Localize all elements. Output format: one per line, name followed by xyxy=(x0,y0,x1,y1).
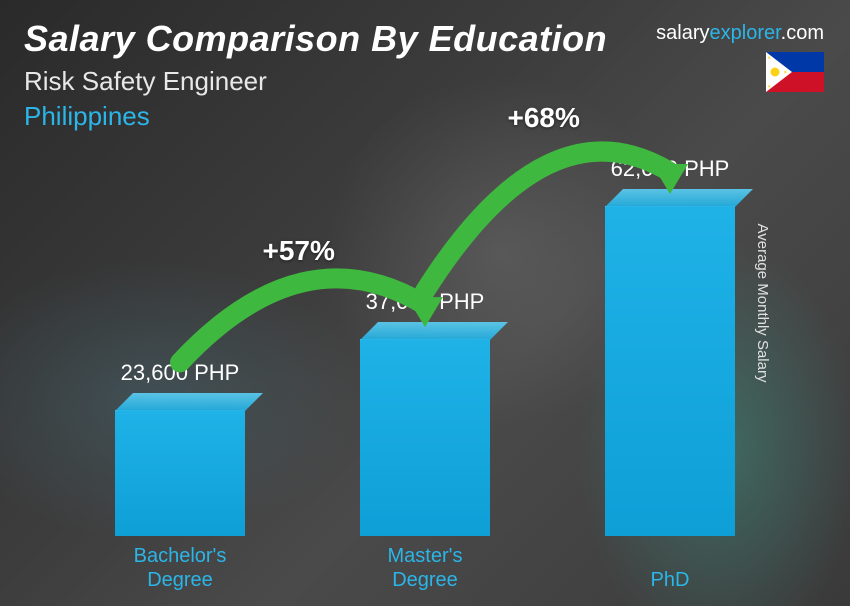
bar-2 xyxy=(605,206,735,536)
bar-label-0: Bachelor'sDegree xyxy=(90,544,270,592)
bar-label-2: PhD xyxy=(580,568,760,592)
chart-subtitle: Risk Safety Engineer xyxy=(24,66,826,97)
bar-label-1: Master'sDegree xyxy=(335,544,515,592)
brand-part2: explorer xyxy=(710,22,781,44)
brand-logo: salaryexplorer.com xyxy=(656,22,824,45)
bar-value-2: 62,000 PHP xyxy=(570,156,770,182)
flag-icon xyxy=(766,52,824,92)
brand-part3: .com xyxy=(781,22,824,44)
brand-part1: salary xyxy=(656,22,709,44)
bar-1 xyxy=(360,339,490,536)
bar-value-0: 23,600 PHP xyxy=(80,360,280,386)
bar-value-1: 37,000 PHP xyxy=(325,289,525,315)
increase-text-1: +68% xyxy=(508,102,580,134)
bar-chart: 23,600 PHP Bachelor'sDegree 37,000 PHP Mast… xyxy=(0,116,850,606)
bar-0 xyxy=(115,410,245,536)
increase-text-0: +57% xyxy=(263,235,335,267)
